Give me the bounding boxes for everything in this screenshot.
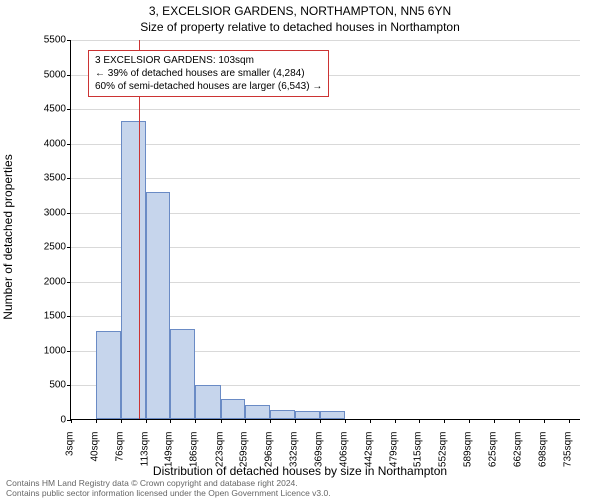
xtick-label: 113sqm — [139, 432, 150, 492]
histogram-bar — [96, 331, 120, 419]
xtick-mark — [345, 419, 346, 423]
gridline-h — [71, 144, 580, 145]
histogram-bar — [270, 410, 294, 419]
xtick-label: 479sqm — [388, 432, 399, 492]
ytick-label: 500 — [6, 380, 66, 391]
ytick-label: 0 — [6, 415, 66, 426]
xtick-label: 40sqm — [90, 432, 101, 492]
xtick-label: 332sqm — [288, 432, 299, 492]
histogram-bar — [121, 121, 146, 419]
xtick-label: 552sqm — [438, 432, 449, 492]
xtick-mark — [544, 419, 545, 423]
histogram-bar — [195, 385, 220, 419]
ytick-label: 2000 — [6, 276, 66, 287]
ytick-label: 2500 — [6, 242, 66, 253]
ytick-mark — [67, 40, 71, 41]
ytick-mark — [67, 109, 71, 110]
ytick-label: 4000 — [6, 138, 66, 149]
chart-title-sub: Size of property relative to detached ho… — [0, 20, 600, 34]
xtick-mark — [146, 419, 147, 423]
ytick-mark — [67, 385, 71, 386]
ytick-label: 3500 — [6, 173, 66, 184]
annotation-line3: 60% of semi-detached houses are larger (… — [95, 80, 322, 93]
xtick-label: 662sqm — [513, 432, 524, 492]
xtick-label: 186sqm — [189, 432, 200, 492]
xtick-label: 625sqm — [487, 432, 498, 492]
ytick-label: 5000 — [6, 69, 66, 80]
xtick-label: 149sqm — [164, 432, 175, 492]
histogram-bar — [320, 411, 345, 419]
ytick-mark — [67, 351, 71, 352]
gridline-h — [71, 109, 580, 110]
ytick-label: 5500 — [6, 35, 66, 46]
xtick-label: 259sqm — [239, 432, 250, 492]
ytick-mark — [67, 75, 71, 76]
footer-line1: Contains HM Land Registry data © Crown c… — [6, 478, 298, 488]
xtick-label: 296sqm — [264, 432, 275, 492]
ytick-mark — [67, 144, 71, 145]
xtick-mark — [221, 419, 222, 423]
ytick-mark — [67, 282, 71, 283]
xtick-mark — [121, 419, 122, 423]
xtick-mark — [519, 419, 520, 423]
plot-area — [70, 40, 580, 420]
xtick-mark — [320, 419, 321, 423]
xtick-label: 589sqm — [463, 432, 474, 492]
annotation-box: 3 EXCELSIOR GARDENS: 103sqm← 39% of deta… — [88, 50, 329, 97]
ytick-label: 1000 — [6, 345, 66, 356]
xtick-mark — [370, 419, 371, 423]
annotation-line2: ← 39% of detached houses are smaller (4,… — [95, 67, 322, 80]
histogram-bar — [295, 411, 320, 419]
xtick-mark — [96, 419, 97, 423]
xtick-label: 735sqm — [562, 432, 573, 492]
xtick-label: 3sqm — [65, 432, 76, 492]
xtick-mark — [469, 419, 470, 423]
ytick-label: 3000 — [6, 207, 66, 218]
xtick-mark — [270, 419, 271, 423]
ytick-mark — [67, 316, 71, 317]
xtick-label: 442sqm — [363, 432, 374, 492]
xtick-label: 76sqm — [114, 432, 125, 492]
xtick-mark — [71, 419, 72, 423]
xtick-mark — [245, 419, 246, 423]
xtick-mark — [395, 419, 396, 423]
xtick-mark — [419, 419, 420, 423]
xtick-mark — [170, 419, 171, 423]
histogram-bar — [146, 192, 170, 419]
xtick-mark — [569, 419, 570, 423]
gridline-h — [71, 178, 580, 179]
xtick-mark — [295, 419, 296, 423]
ytick-mark — [67, 247, 71, 248]
xtick-mark — [444, 419, 445, 423]
xtick-mark — [494, 419, 495, 423]
ytick-mark — [67, 213, 71, 214]
xtick-label: 406sqm — [339, 432, 350, 492]
xtick-label: 698sqm — [537, 432, 548, 492]
histogram-bar — [245, 405, 270, 419]
annotation-line1: 3 EXCELSIOR GARDENS: 103sqm — [95, 54, 322, 67]
xtick-label: 369sqm — [313, 432, 324, 492]
ytick-label: 1500 — [6, 311, 66, 322]
xtick-label: 223sqm — [214, 432, 225, 492]
ytick-mark — [67, 178, 71, 179]
histogram-bar — [221, 399, 245, 419]
gridline-h — [71, 40, 580, 41]
histogram-bar — [170, 329, 195, 419]
xtick-label: 515sqm — [413, 432, 424, 492]
chart-title-main: 3, EXCELSIOR GARDENS, NORTHAMPTON, NN5 6… — [0, 4, 600, 18]
xtick-mark — [195, 419, 196, 423]
ytick-label: 4500 — [6, 104, 66, 115]
